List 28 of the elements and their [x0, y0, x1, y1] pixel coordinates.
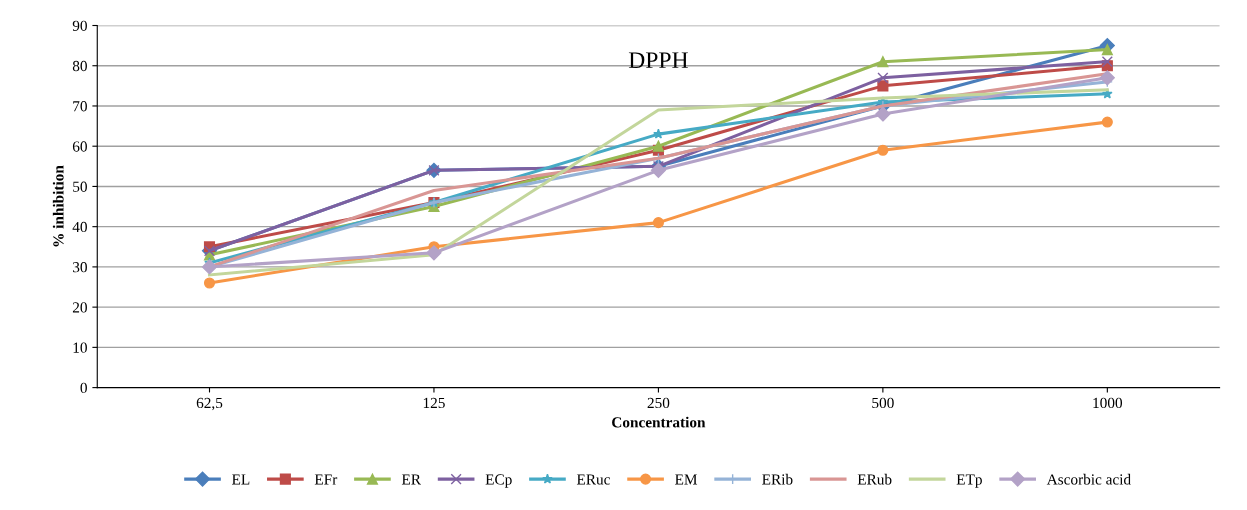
y-tick-label: 20 [72, 302, 87, 313]
y-axis-title: % inhibition [52, 165, 64, 247]
x-tick-label: 62,5 [196, 397, 223, 411]
legend-label: ER [401, 474, 421, 485]
y-tick-label: 30 [73, 262, 87, 273]
y-tick-label: 0 [80, 382, 87, 394]
x-tick-label: 125 [423, 397, 445, 409]
legend-label: EFr [314, 474, 338, 485]
legend-label: ETp [956, 474, 982, 488]
y-tick-label: 80 [72, 60, 87, 72]
y-tick-label: 10 [73, 342, 87, 353]
x-tick-label: 250 [647, 397, 670, 409]
y-tick-label: 70 [73, 101, 87, 112]
y-tick-label: 60 [72, 141, 87, 152]
x-tick-label: 1000 [1093, 397, 1123, 409]
legend-label: Ascorbic acid [1046, 473, 1131, 485]
legend-label: EL [232, 474, 250, 485]
y-tick-label: 90 [72, 20, 87, 31]
text: DPPH [628, 52, 688, 68]
legend-label: ECp [485, 474, 512, 488]
legend-label: ERub [857, 473, 892, 485]
y-tick-label: 40 [72, 221, 87, 233]
x-tick-label: 500 [872, 397, 894, 409]
legend-label: ERuc [576, 474, 610, 485]
legend-label: ERib [762, 473, 793, 485]
legend-label: EM [675, 474, 698, 485]
y-tick-label: 50 [73, 181, 87, 192]
x-axis-title: Concentration [612, 416, 706, 428]
